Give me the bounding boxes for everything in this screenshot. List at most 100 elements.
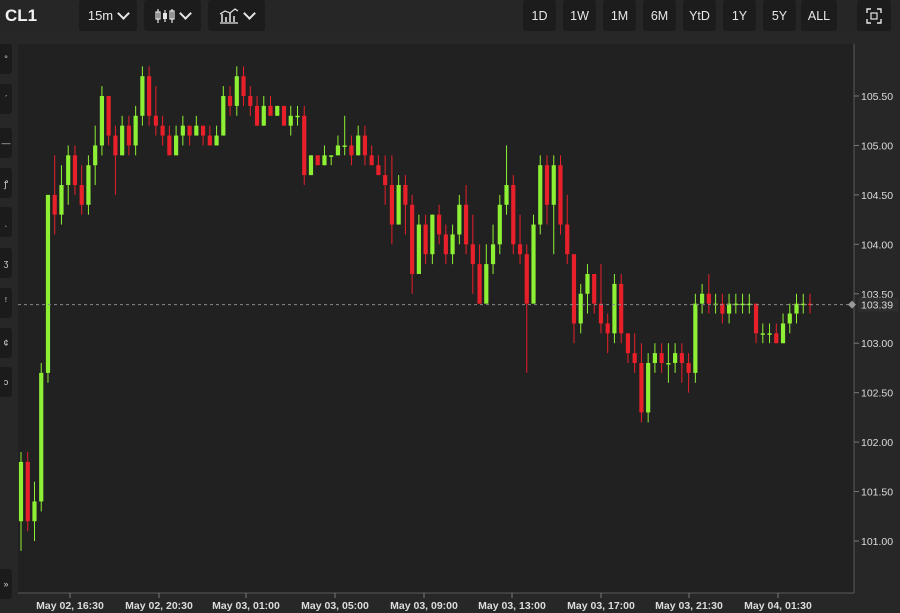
candle-down <box>423 224 428 255</box>
candle-down <box>376 165 381 176</box>
candle-up <box>39 372 44 502</box>
candle-down <box>592 274 597 304</box>
candle-down <box>659 353 664 363</box>
range-button-6m[interactable]: 6M <box>643 0 676 31</box>
range-button-1w[interactable]: 1W <box>563 0 596 31</box>
candle-up <box>747 303 752 306</box>
candle-up <box>497 204 502 245</box>
candle-down <box>268 105 273 116</box>
interval-selector[interactable]: 15m <box>79 0 137 31</box>
range-button-1m[interactable]: 1M <box>603 0 636 31</box>
y-tick-label: 105.50 <box>861 91 893 103</box>
drawing-tool-button[interactable]: ᴐ <box>0 367 12 397</box>
candle-down <box>349 145 354 156</box>
candle-up <box>538 165 543 225</box>
drawing-tool-button[interactable]: ˊ <box>0 84 12 114</box>
candle-up <box>801 303 806 306</box>
candle-down <box>517 244 523 255</box>
candle-up <box>612 283 617 334</box>
y-tick-label: 104.00 <box>861 239 893 251</box>
fullscreen-button[interactable] <box>857 0 891 31</box>
candlestick-chart[interactable]: 105.50105.00104.50104.00103.50103.00102.… <box>18 44 900 613</box>
x-tick-label: May 03, 09:00 <box>390 600 458 612</box>
drawing-tool-button[interactable]: ꝭ <box>0 168 12 198</box>
candle-up <box>484 264 489 304</box>
candle-up <box>295 115 300 118</box>
candle-up <box>99 96 105 146</box>
candle-up <box>490 244 496 265</box>
candle-up <box>551 165 556 205</box>
candle-down <box>437 214 442 235</box>
drawing-tool-button[interactable]: — <box>0 128 12 158</box>
candle-up <box>700 293 705 304</box>
candle-down <box>241 76 246 96</box>
x-tick-label: May 02, 16:30 <box>36 600 104 612</box>
candle-down <box>625 333 631 354</box>
range-button-1d[interactable]: 1D <box>523 0 556 31</box>
candle-up <box>578 293 583 324</box>
candle-up <box>133 115 138 146</box>
drawing-tool-button[interactable]: ° <box>0 44 12 74</box>
candle-down <box>706 293 711 304</box>
candle-down <box>383 175 388 185</box>
chevron-down-icon <box>179 7 192 20</box>
candle-down <box>679 353 684 363</box>
candle-up <box>221 96 226 136</box>
x-tick-label: May 03, 05:00 <box>301 600 369 612</box>
candle-up <box>174 135 179 156</box>
candle-down <box>160 125 165 136</box>
candle-down <box>565 224 570 255</box>
candle-down <box>619 283 624 334</box>
range-button-5y[interactable]: 5Y <box>763 0 796 31</box>
candle-down <box>72 155 78 185</box>
range-button-ytd[interactable]: YtD <box>683 0 716 31</box>
indicators-selector[interactable] <box>208 0 265 31</box>
drawing-tool-button[interactable]: ʒ <box>0 248 12 278</box>
candle-down <box>187 125 192 136</box>
drawing-tool-button[interactable]: ˎ <box>0 207 12 237</box>
candle-up <box>673 353 678 363</box>
candle-down <box>106 96 111 136</box>
range-button-all[interactable]: ALL <box>801 0 837 31</box>
y-tick-label: 105.00 <box>861 140 893 152</box>
candle-up <box>430 214 435 255</box>
candle-up <box>66 155 71 185</box>
last-price-marker <box>848 300 856 309</box>
drawing-tool-button[interactable]: ¢ <box>0 328 12 358</box>
candle-down <box>720 303 725 314</box>
x-tick-label: May 04, 01:30 <box>744 600 812 612</box>
candle-up <box>504 185 509 205</box>
candle-down <box>410 204 415 274</box>
candle-up <box>531 224 536 304</box>
candle-down <box>477 264 482 304</box>
candle-up <box>457 204 462 235</box>
y-tick-label: 101.00 <box>861 536 893 548</box>
candle-down <box>571 254 577 324</box>
candle-up <box>740 303 745 306</box>
candle-down <box>558 165 563 225</box>
candle-up <box>450 234 455 255</box>
x-tick-label: May 03, 13:00 <box>478 600 546 612</box>
candle-up <box>760 333 765 335</box>
price-chart[interactable]: 105.50 105.00 104.50 104.00 103.50 103.00 102.… <box>18 44 898 612</box>
chart-style-selector[interactable] <box>144 0 201 31</box>
candle-up <box>32 501 37 522</box>
candle-up <box>59 185 64 215</box>
drawing-tool-button[interactable]: ꜝ <box>0 288 12 318</box>
candle-up <box>585 274 590 294</box>
ticker-symbol: CL1 <box>5 6 38 25</box>
candle-up <box>335 145 341 156</box>
candle-down <box>113 135 118 156</box>
y-tick-label: 104.50 <box>861 190 893 202</box>
candle-down <box>403 185 408 205</box>
candle-up <box>356 135 361 156</box>
candle-up <box>787 313 792 324</box>
drawing-tool-button[interactable]: » <box>0 569 12 599</box>
candle-down <box>248 96 253 106</box>
candle-up <box>275 105 280 116</box>
candle-down <box>281 105 287 126</box>
candle-down <box>315 155 320 166</box>
candle-down <box>207 135 212 146</box>
range-button-1y[interactable]: 1Y <box>723 0 756 31</box>
candle-down <box>686 363 691 373</box>
